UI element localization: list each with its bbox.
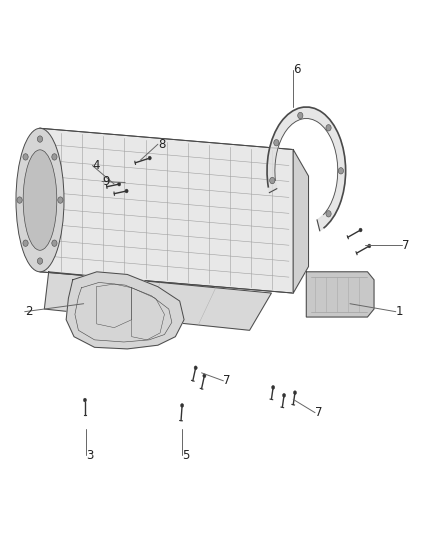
Text: 4: 4 <box>92 159 100 172</box>
Circle shape <box>270 177 275 184</box>
Circle shape <box>293 391 297 394</box>
Polygon shape <box>306 272 374 317</box>
Polygon shape <box>44 272 272 330</box>
Text: 5: 5 <box>182 449 189 462</box>
Text: 3: 3 <box>86 449 93 462</box>
Circle shape <box>338 167 343 174</box>
Text: 7: 7 <box>223 374 231 387</box>
Circle shape <box>194 366 197 370</box>
Circle shape <box>52 240 57 246</box>
Ellipse shape <box>23 150 57 251</box>
Ellipse shape <box>16 128 64 272</box>
Circle shape <box>83 398 87 402</box>
Circle shape <box>283 393 286 397</box>
Circle shape <box>37 136 42 142</box>
Circle shape <box>203 374 206 378</box>
Circle shape <box>326 125 331 131</box>
Text: 7: 7 <box>315 406 322 419</box>
Circle shape <box>17 197 22 203</box>
Circle shape <box>23 154 28 160</box>
Circle shape <box>180 403 184 407</box>
Circle shape <box>359 228 362 232</box>
Circle shape <box>326 211 331 217</box>
Circle shape <box>272 385 275 389</box>
Circle shape <box>23 240 28 246</box>
Circle shape <box>148 156 151 160</box>
Circle shape <box>125 189 128 193</box>
Text: 1: 1 <box>396 305 403 318</box>
Polygon shape <box>66 272 184 349</box>
Polygon shape <box>293 150 308 293</box>
Circle shape <box>298 112 303 119</box>
Text: 7: 7 <box>403 239 410 252</box>
Polygon shape <box>267 107 346 231</box>
Circle shape <box>117 182 121 186</box>
Circle shape <box>368 244 371 248</box>
Circle shape <box>58 197 63 203</box>
Text: 2: 2 <box>25 305 32 318</box>
Text: 6: 6 <box>293 63 301 76</box>
Circle shape <box>37 258 42 264</box>
Polygon shape <box>40 128 293 293</box>
Text: 9: 9 <box>102 175 110 188</box>
Circle shape <box>274 140 279 146</box>
Circle shape <box>52 154 57 160</box>
Text: 8: 8 <box>158 138 165 151</box>
